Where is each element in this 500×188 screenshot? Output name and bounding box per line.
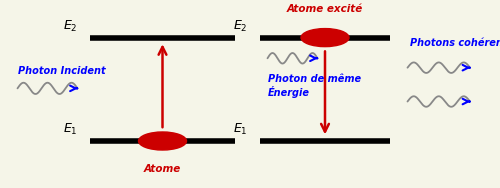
Text: Photons cohérents: Photons cohérents [410,38,500,48]
Text: $E_2$: $E_2$ [232,19,248,34]
Text: $E_1$: $E_1$ [62,122,78,137]
Text: $E_1$: $E_1$ [232,122,248,137]
Circle shape [138,132,186,150]
Circle shape [301,29,349,47]
Text: Photon Incident: Photon Incident [18,66,105,77]
Text: Atome excité: Atome excité [287,4,363,14]
Text: Photon de même
Énergie: Photon de même Énergie [268,74,360,99]
Text: Atome: Atome [144,164,181,174]
Text: $E_2$: $E_2$ [62,19,78,34]
